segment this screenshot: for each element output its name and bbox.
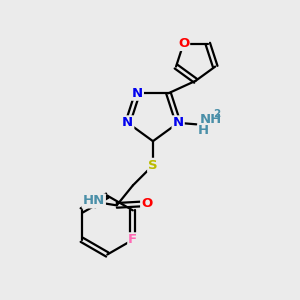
Text: O: O (141, 197, 152, 210)
Text: N: N (122, 116, 133, 129)
Text: 2: 2 (213, 109, 220, 119)
Text: F: F (128, 233, 137, 246)
Text: S: S (148, 159, 158, 172)
Text: N: N (172, 116, 184, 129)
Text: H: H (198, 124, 209, 137)
Text: N: N (132, 87, 143, 100)
Text: NH: NH (199, 112, 222, 125)
Text: HN: HN (82, 194, 105, 207)
Text: O: O (178, 37, 189, 50)
